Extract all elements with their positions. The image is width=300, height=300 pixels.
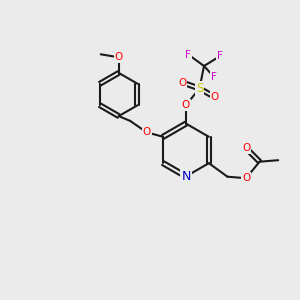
Text: O: O bbox=[115, 52, 123, 62]
Text: F: F bbox=[185, 50, 191, 60]
Text: O: O bbox=[182, 100, 190, 110]
Text: O: O bbox=[178, 77, 186, 88]
Text: O: O bbox=[210, 92, 219, 102]
Text: O: O bbox=[242, 173, 250, 183]
Text: S: S bbox=[196, 82, 203, 95]
Text: O: O bbox=[142, 127, 151, 137]
Text: F: F bbox=[211, 71, 217, 82]
Text: N: N bbox=[181, 170, 191, 183]
Text: F: F bbox=[217, 51, 223, 62]
Text: O: O bbox=[242, 143, 250, 153]
